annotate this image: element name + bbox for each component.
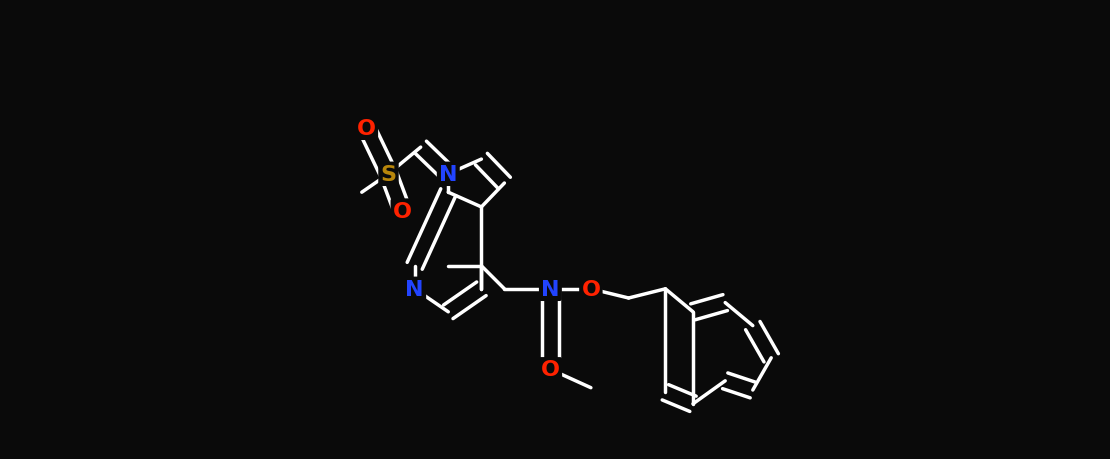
Text: N: N <box>440 164 457 185</box>
Text: S: S <box>381 164 396 185</box>
Text: N: N <box>542 279 559 299</box>
Text: O: O <box>541 359 559 380</box>
Text: O: O <box>357 118 376 139</box>
Text: O: O <box>393 201 412 221</box>
Text: O: O <box>582 279 601 299</box>
Text: N: N <box>405 279 424 299</box>
